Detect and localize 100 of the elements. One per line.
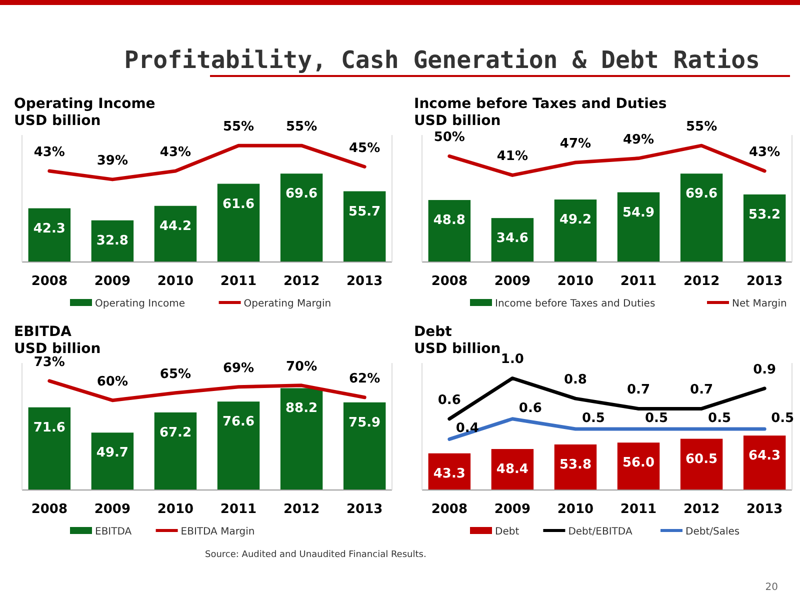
legend-label: EBITDA [95, 526, 132, 538]
data-label: 54.9 [622, 205, 655, 220]
data-label: 60% [96, 374, 128, 390]
x-tick-label: 2009 [494, 502, 531, 517]
x-tick-label: 2009 [494, 274, 531, 289]
data-label: 71.6 [33, 420, 66, 436]
data-label: 67.2 [159, 425, 192, 440]
chart-subtitle: USD billion [14, 341, 101, 357]
data-label: 62% [349, 371, 380, 386]
x-tick-label: 2012 [683, 274, 720, 289]
x-tick-label: 2012 [283, 502, 320, 517]
x-tick-label: 2013 [346, 274, 383, 289]
data-label: 39% [96, 153, 128, 168]
bar [28, 407, 71, 490]
x-tick-label: 2010 [557, 274, 594, 289]
data-label: 49% [622, 132, 654, 148]
chart-subtitle: USD billion [414, 341, 501, 357]
data-label: 55% [286, 120, 318, 135]
bar [343, 191, 386, 262]
x-tick-label: 2013 [746, 502, 783, 517]
data-label: 0.5 [708, 411, 732, 426]
x-tick-label: 2010 [157, 274, 194, 289]
data-label: 0.5 [771, 411, 794, 426]
x-tick-label: 2013 [746, 274, 783, 289]
x-tick-label: 2008 [31, 502, 68, 517]
x-tick-label: 2011 [220, 502, 257, 517]
legend-label: Operating Margin [244, 298, 332, 310]
bar [280, 174, 323, 262]
data-label: 65% [160, 366, 192, 382]
chart-title: Operating Income [14, 96, 156, 112]
bar [280, 388, 323, 490]
data-label: 76.6 [222, 414, 255, 430]
bar [154, 206, 197, 262]
text: Profitability, Cash Generation & Debt Ratios [124, 46, 760, 74]
data-label: 0.7 [627, 382, 650, 398]
data-label: 43% [749, 144, 780, 160]
x-tick-label: 2011 [620, 502, 657, 517]
data-label: 88.2 [286, 401, 318, 416]
source-note: Source: Audited and Unaudited Financial Results. [205, 550, 426, 560]
data-label: 56.0 [622, 456, 655, 471]
data-label: 64.3 [748, 448, 781, 464]
chart-title: EBITDA [14, 324, 72, 340]
bar [28, 208, 71, 262]
x-tick-label: 2009 [94, 274, 131, 289]
bar [217, 184, 260, 262]
data-label: 45% [349, 140, 380, 156]
bar [91, 432, 134, 490]
data-label: 0.4 [456, 421, 479, 436]
data-label: 47% [560, 136, 592, 152]
data-label: 55% [686, 120, 718, 135]
data-label: 70% [286, 359, 318, 374]
legend-label: Income before Taxes and Duties [495, 298, 656, 310]
data-label: 60.5 [686, 452, 718, 467]
x-tick-label: 2013 [346, 502, 383, 517]
data-label: 48.8 [433, 213, 466, 228]
data-label: 48.4 [496, 462, 528, 478]
data-label: 0.9 [753, 362, 776, 378]
data-label: 61.6 [222, 196, 255, 212]
chart-title: Debt [414, 324, 452, 340]
bar [554, 200, 597, 262]
legend-label: Debt/Sales [686, 526, 740, 538]
bar [617, 192, 660, 262]
data-label: 69.6 [286, 186, 318, 202]
data-label: 42.3 [33, 221, 66, 236]
bar [680, 438, 723, 490]
x-tick-label: 2008 [31, 274, 68, 289]
data-label: 75.9 [348, 415, 381, 430]
bar [217, 402, 260, 490]
x-tick-label: 2012 [683, 502, 720, 517]
data-label: 44.2 [159, 218, 192, 234]
bar [680, 174, 723, 262]
data-label: 1.0 [500, 352, 524, 368]
data-label: 53.8 [559, 457, 592, 472]
x-tick-label: 2010 [557, 502, 594, 517]
data-label: 0.5 [582, 411, 605, 426]
data-label: 0.7 [690, 382, 714, 398]
legend-label: EBITDA Margin [180, 526, 255, 538]
data-label: 0.8 [564, 372, 587, 388]
data-label: 43% [34, 144, 65, 160]
data-label: 41% [496, 149, 528, 164]
data-label: 32.8 [96, 233, 128, 248]
x-tick-label: 2008 [431, 274, 468, 289]
bar [743, 194, 786, 262]
bar [154, 412, 197, 490]
legend-label: Debt/EBITDA [568, 526, 632, 538]
data-label: 49.2 [559, 212, 592, 228]
bar [343, 402, 386, 490]
data-label: 49.7 [96, 446, 128, 461]
data-label: 0.6 [518, 400, 542, 416]
x-tick-label: 2012 [283, 274, 320, 289]
data-label: 43.3 [433, 466, 466, 482]
data-label: 69% [222, 360, 254, 376]
x-tick-label: 2011 [220, 274, 257, 289]
data-label: 55% [222, 120, 254, 135]
chart-title: Income before Taxes and Duties [414, 96, 667, 112]
data-label: 0.5 [645, 411, 668, 426]
x-tick-label: 2008 [431, 502, 468, 517]
legend-label: Operating Income [95, 298, 185, 310]
data-label: 0.6 [438, 392, 461, 408]
chart-subtitle: USD billion [14, 113, 101, 129]
